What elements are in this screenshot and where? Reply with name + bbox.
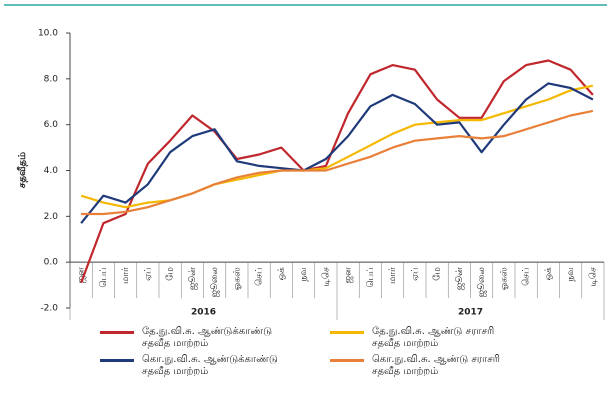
x-tick-label: ஜூன் — [455, 267, 465, 290]
x-tick-label: ஜன — [77, 267, 87, 284]
x-tick-label: ஜன — [344, 267, 354, 284]
x-tick-label: ஓகஸ் — [232, 267, 242, 290]
x-tick-label: ஒக் — [277, 267, 287, 281]
x-tick-label: மே — [166, 267, 176, 281]
legend-item: கொ.நு.வி.சு. ஆண்டுக்காண்டு சதவீத மாற்றம் — [100, 354, 300, 378]
x-tick-label: டிசெ — [321, 267, 331, 286]
y-tick-label: 4.0 — [44, 166, 59, 176]
year-label: 2016 — [191, 308, 216, 318]
y-tick-label: 0.0 — [44, 258, 59, 268]
x-tick-label: மார் — [388, 267, 398, 284]
legend-item: கொ.நு.வி.சு. ஆண்டு சராசரி சதவீத மாற்றம் — [330, 354, 530, 378]
x-tick-label: நவ — [566, 267, 576, 281]
legend-label: கொ.நு.வி.சு. ஆண்டு சராசரி சதவீத மாற்றம் — [372, 354, 500, 377]
x-tick-label: டிசெ — [588, 267, 598, 286]
legend-swatch — [100, 331, 134, 334]
y-tick-label: 2.0 — [44, 212, 59, 222]
legend-item: தே.நு.வி.சு. ஆண்டுக்காண்டு சதவீத மாற்றம் — [100, 326, 300, 350]
y-tick-label: 6.0 — [44, 120, 59, 130]
series-line — [81, 109, 594, 216]
x-tick-label: ஓகஸ் — [499, 267, 509, 290]
x-tick-label: ஒக் — [544, 267, 554, 281]
legend-label: கொ.நு.வி.சு. ஆண்டுக்காண்டு சதவீத மாற்றம் — [142, 354, 278, 377]
legend-label: தே.நு.வி.சு. ஆண்டுக்காண்டு சதவீத மாற்றம் — [142, 326, 273, 349]
x-tick-label: பெப் — [366, 267, 376, 287]
x-tick-label: ஜூலை — [477, 267, 487, 297]
legend-item: தே.நு.வி.சு. ஆண்டு சராசரி சதவீத மாற்றம் — [330, 326, 530, 350]
x-tick-label: ஏப் — [410, 267, 420, 281]
legend-swatch — [100, 359, 134, 362]
legend-swatch — [330, 331, 364, 334]
x-tick-label: பெப் — [99, 267, 109, 287]
x-tick-label: செப் — [522, 267, 532, 286]
series-line — [80, 59, 594, 284]
x-tick-label: ஜூலை — [210, 267, 220, 297]
y-tick-label: -2.0 — [40, 304, 58, 314]
x-tick-label: செப் — [255, 267, 265, 286]
x-tick-label: மார் — [121, 267, 131, 284]
series-line — [80, 82, 594, 224]
x-tick-label: மே — [433, 267, 443, 281]
y-tick-label: 8.0 — [44, 74, 59, 84]
y-axis-label: சதவீதம் — [16, 152, 28, 188]
year-label: 2017 — [458, 308, 483, 318]
x-tick-label: நவ — [299, 267, 309, 281]
legend-swatch — [330, 359, 364, 362]
x-tick-label: ஏப் — [143, 267, 153, 281]
y-tick-label: 10.0 — [38, 29, 58, 39]
legend-label: தே.நு.வி.சு. ஆண்டு சராசரி சதவீத மாற்றம் — [372, 326, 495, 349]
x-tick-label: ஜூன் — [188, 267, 198, 290]
